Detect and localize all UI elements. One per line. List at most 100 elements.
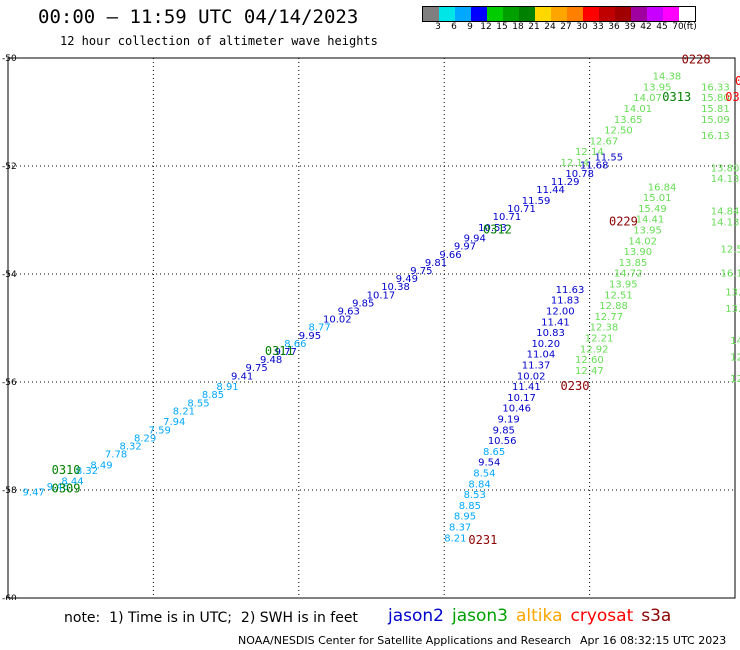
color-scale-label: 27 bbox=[560, 22, 572, 32]
satellite-legend-item: s3a bbox=[641, 606, 672, 626]
color-scale-label: 42 bbox=[640, 22, 652, 32]
wave-height-value: 9.41 bbox=[231, 371, 253, 382]
wave-height-value: 15.01 bbox=[643, 193, 672, 204]
wave-height-value: 16.33 bbox=[701, 82, 730, 93]
wave-height-value: 14.3 bbox=[730, 336, 740, 347]
wave-height-value: 8.37 bbox=[449, 523, 471, 534]
wave-height-value: 13.85 bbox=[619, 258, 648, 269]
wave-height-value: 12.38 bbox=[590, 323, 619, 334]
wave-height-value: 11.04 bbox=[527, 350, 556, 361]
wave-height-value: 15.80 bbox=[701, 93, 730, 104]
wave-height-value: 15.49 bbox=[638, 204, 667, 215]
pass-time-label: 0313 bbox=[662, 90, 691, 104]
color-scale-segment bbox=[567, 7, 583, 21]
wave-height-value: 14.72 bbox=[614, 269, 643, 280]
wave-height-value: 12.47 bbox=[575, 366, 604, 377]
wave-height-value: 8.95 bbox=[454, 512, 476, 523]
wave-height-value: 8.55 bbox=[187, 398, 209, 409]
wave-height-value: 14.13 bbox=[711, 217, 740, 228]
pass-time-label: 0231 bbox=[468, 533, 497, 547]
satellite-legend-item: jason2 bbox=[388, 606, 444, 626]
color-scale-segment bbox=[615, 7, 631, 21]
color-scale-segment bbox=[423, 7, 439, 21]
pass-time-label: 0311 bbox=[265, 344, 294, 358]
wave-height-value: 8.21 bbox=[444, 533, 466, 544]
color-scale-segment bbox=[503, 7, 519, 21]
wave-height-value: 9.19 bbox=[498, 415, 520, 426]
footer-date: Apr 16 08:32:15 UTC 2023 bbox=[580, 634, 727, 647]
wave-height-value: 15.09 bbox=[701, 115, 730, 126]
y-tick-label: -52 bbox=[2, 162, 17, 172]
wave-height-value: 10.20 bbox=[531, 339, 560, 350]
wave-height-value: 8.53 bbox=[464, 490, 486, 501]
wave-height-value: 11.55 bbox=[594, 153, 623, 164]
footer-credit: NOAA/NESDIS Center for Satellite Applica… bbox=[238, 634, 572, 647]
color-scale-segment bbox=[471, 7, 487, 21]
wave-height-value: 10.83 bbox=[536, 328, 565, 339]
color-scale-segment bbox=[631, 7, 647, 21]
wave-height-value: 12.14 bbox=[575, 147, 604, 158]
wave-height-value: 10.53 bbox=[478, 223, 507, 234]
wave-height-value: 9.63 bbox=[338, 307, 360, 318]
wave-height-value: 11.41 bbox=[541, 317, 570, 328]
wave-height-value: 9.85 bbox=[493, 425, 515, 436]
wave-height-value: 9.85 bbox=[352, 298, 374, 309]
wave-height-value: 10.78 bbox=[565, 169, 594, 180]
wave-height-value: 8.65 bbox=[483, 447, 505, 458]
color-scale-segment bbox=[487, 7, 503, 21]
y-tick-label: -50 bbox=[2, 54, 17, 64]
wave-height-value: 9.77 bbox=[275, 347, 297, 358]
wave-height-value: 8.44 bbox=[61, 477, 83, 488]
wave-height-value: 10.38 bbox=[381, 282, 410, 293]
color-scale-label: 6 bbox=[451, 22, 457, 32]
wave-height-value: 10.56 bbox=[488, 436, 517, 447]
color-scale-segment bbox=[439, 7, 455, 21]
wave-height-value: 11.68 bbox=[580, 161, 609, 172]
wave-height-value: 9.75 bbox=[245, 363, 267, 374]
wave-height-value: 10.71 bbox=[493, 212, 522, 223]
wave-height-value: 13.95 bbox=[633, 226, 662, 237]
wave-height-value: 8.54 bbox=[473, 469, 495, 480]
page-subtitle: 12 hour collection of altimeter wave hei… bbox=[60, 34, 378, 48]
color-scale-segment bbox=[679, 7, 695, 21]
wave-height-value: 12.51 bbox=[604, 290, 633, 301]
wave-height-value: 16.13 bbox=[701, 131, 730, 142]
color-scale-label: 70 bbox=[672, 22, 684, 32]
wave-height-value: 12.14 bbox=[561, 158, 590, 169]
color-scale-label: 24 bbox=[544, 22, 556, 32]
y-tick-label: -58 bbox=[2, 486, 17, 496]
wave-height-value: 10.71 bbox=[507, 204, 536, 215]
wave-height-value: 9.47 bbox=[23, 487, 45, 498]
wave-height-value: 14.84 bbox=[711, 207, 740, 218]
wave-height-value: 8.85 bbox=[202, 390, 224, 401]
wave-height-value: 9.81 bbox=[425, 258, 447, 269]
wave-height-value: 11.41 bbox=[512, 382, 541, 393]
wave-height-value: 16.13 bbox=[720, 269, 740, 280]
wave-height-value: 11.59 bbox=[522, 196, 551, 207]
wave-height-value: 8.32 bbox=[76, 466, 98, 477]
color-scale-label: 9 bbox=[467, 22, 473, 32]
wave-height-value: 12 bbox=[730, 374, 740, 385]
wave-height-value: 9.49 bbox=[396, 274, 418, 285]
color-scale-segment bbox=[519, 7, 535, 21]
pass-time-label: 0312 bbox=[483, 223, 512, 237]
wave-height-value: 13.90 bbox=[624, 247, 653, 258]
wave-height-value: 8.77 bbox=[308, 323, 330, 334]
wave-height-value: 9.95 bbox=[299, 331, 321, 342]
color-scale-label: 33 bbox=[592, 22, 604, 32]
y-tick-label: -54 bbox=[2, 270, 17, 280]
wave-height-value: 14.41 bbox=[636, 215, 665, 226]
wave-height-value: 7.59 bbox=[149, 425, 171, 436]
wave-height-value: 12.77 bbox=[594, 312, 623, 323]
color-scale-labels: 3 6 9 12 15 18 21 24 27 30 33 36 39 42 45 70 (ft) bbox=[422, 22, 740, 34]
wave-height-value: 8.84 bbox=[468, 479, 490, 490]
wave-height-value: 13.65 bbox=[614, 115, 643, 126]
wave-height-value: 14.02 bbox=[628, 236, 657, 247]
color-scale-segment bbox=[551, 7, 567, 21]
color-scale-segment bbox=[663, 7, 679, 21]
wave-height-value: 12.92 bbox=[580, 344, 609, 355]
satellite-legend-item: cryosat bbox=[570, 606, 634, 626]
color-scale-segment bbox=[599, 7, 615, 21]
wave-height-map: 90939699102105-50-52-54-56-58-609.479.46… bbox=[2, 52, 740, 600]
plot-frame bbox=[7, 57, 736, 599]
